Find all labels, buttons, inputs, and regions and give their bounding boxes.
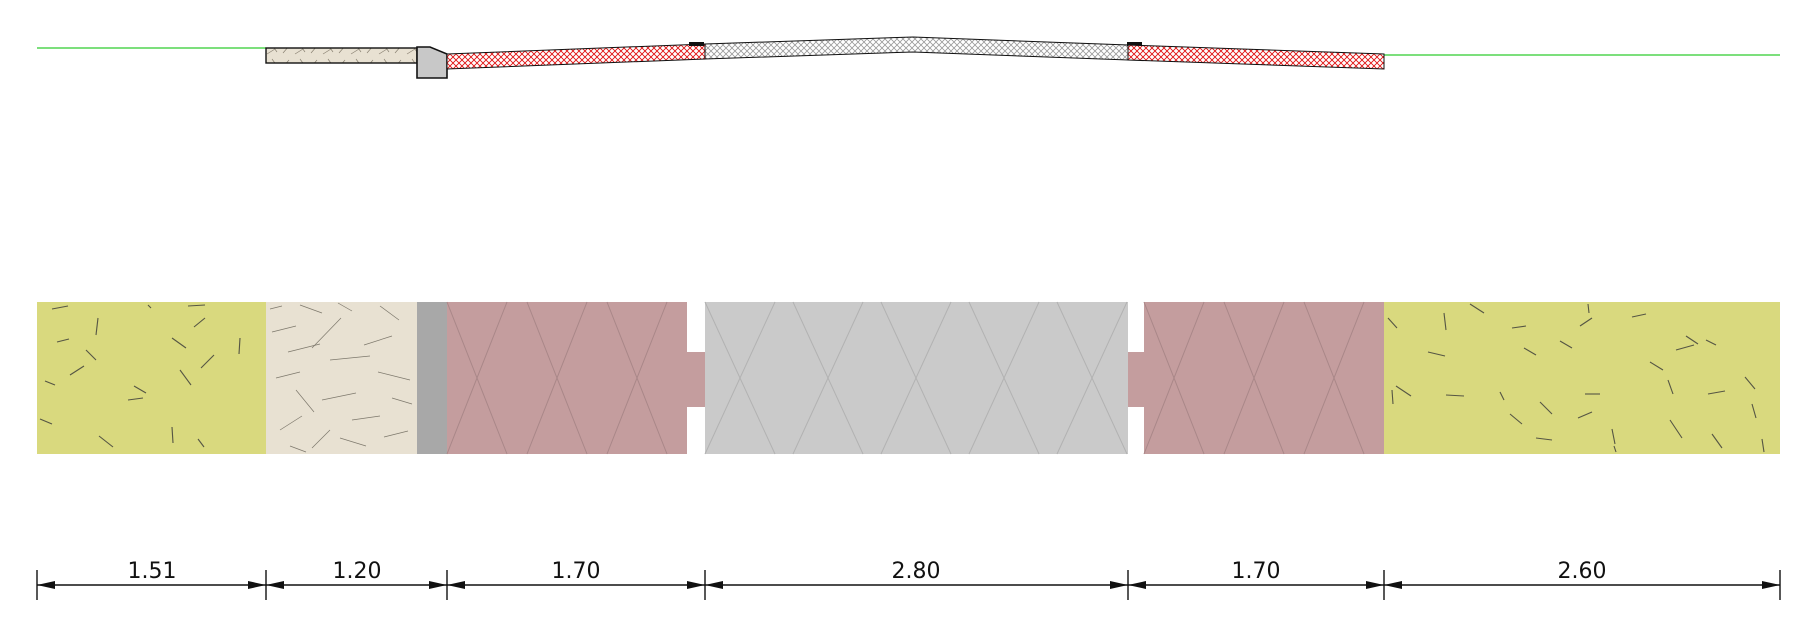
dimension-chain: 1.51 1.20 1.70 2.80 1.70 2.60 (36, 559, 1781, 600)
dimension-label-carriageway: 2.80 (892, 559, 941, 584)
grass-texture-left (39, 304, 241, 448)
dimension-label-cycle-lane-right: 1.70 (1232, 559, 1281, 584)
joint-marker-left (689, 42, 704, 46)
joint-tab-right (1128, 352, 1144, 407)
carriageway-profile (704, 36, 1129, 61)
verge-left-band (37, 302, 266, 454)
joint-marker-right (1127, 42, 1142, 46)
kerb-profile (416, 46, 448, 79)
dimension-label-verge-left: 1.51 (128, 559, 177, 584)
cycle-lane-left-profile (446, 43, 706, 70)
cycle-lane-right-diagonals (1143, 301, 1365, 455)
dimension-label-footpath: 1.20 (333, 559, 382, 584)
footpath-profile (265, 47, 418, 64)
cycle-lane-left-band (447, 302, 687, 454)
cycle-lane-right-band (1144, 302, 1384, 454)
kerb-band (417, 302, 447, 454)
verge-right-band (1384, 302, 1780, 454)
gravel-texture (269, 302, 413, 453)
dimension-label-verge-right: 2.60 (1558, 559, 1607, 584)
dimension-arrowheads (37, 581, 1780, 589)
grass-texture-right (1387, 303, 1765, 453)
plan-view (37, 301, 1780, 455)
carriageway-diagonals (704, 301, 1128, 455)
footpath-band (266, 302, 417, 454)
profile-section (37, 36, 1780, 79)
cycle-lane-left-diagonals (446, 301, 668, 455)
joint-tab-left (687, 352, 705, 407)
dimension-label-cycle-lane-left: 1.70 (552, 559, 601, 584)
cycle-lane-right-profile (1127, 44, 1385, 70)
